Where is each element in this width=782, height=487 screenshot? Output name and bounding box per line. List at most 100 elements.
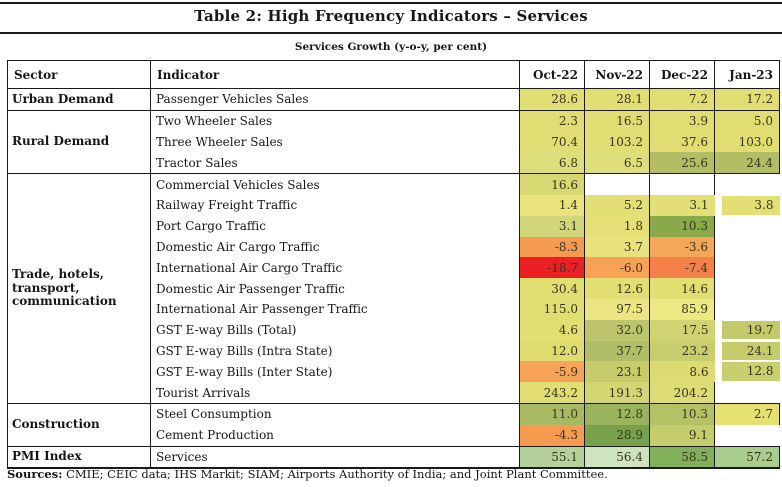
table-row: Urban Demand Passenger Vehicles Sales 28.6… bbox=[7, 88, 780, 111]
value-cell: 10.3 bbox=[649, 215, 715, 237]
indicator-cell: Services bbox=[150, 445, 520, 470]
value-cell bbox=[715, 216, 780, 237]
indicator-cell: Two Wheeler Sales bbox=[150, 109, 520, 132]
value-cell bbox=[715, 237, 780, 258]
value-cell: 1.8 bbox=[584, 215, 650, 237]
value-cell: 4.6 bbox=[519, 319, 585, 341]
value-cell: 10.3 bbox=[649, 402, 715, 425]
value-cell: 23.1 bbox=[584, 361, 650, 383]
heat-block: 12.8 bbox=[721, 362, 780, 382]
value-cell: 9.1 bbox=[649, 424, 715, 447]
heat-block: 3.8 bbox=[721, 196, 780, 215]
top-rule bbox=[0, 2, 782, 4]
value-cell: 2.7 bbox=[714, 402, 780, 425]
value-cell bbox=[715, 278, 780, 299]
value-cell: -7.4 bbox=[649, 257, 715, 279]
column-header-oct22: Oct-22 bbox=[519, 60, 585, 89]
indicator-cell: Three Wheeler Sales bbox=[150, 131, 520, 153]
heat-block: 24.1 bbox=[721, 341, 780, 361]
value-cell: 25.6 bbox=[649, 152, 715, 174]
value-cell bbox=[715, 257, 780, 278]
table-row: GST E-way Bills (Intra State) 12.0 37.7 23.… bbox=[8, 340, 780, 362]
table-row: Tourist Arrivals 243.2 191.3 204.2 bbox=[8, 382, 780, 404]
indicator-cell: International Air Cargo Traffic bbox=[150, 257, 520, 279]
table-body: Urban Demand Passenger Vehicles Sales 28.6… bbox=[7, 88, 780, 470]
value-cell bbox=[715, 299, 780, 320]
value-cell: 1.4 bbox=[519, 194, 585, 216]
table-row: International Air Cargo Traffic -18.7 -6.0… bbox=[8, 257, 780, 279]
value-cell: 32.0 bbox=[584, 319, 650, 341]
value-cell: 23.2 bbox=[649, 340, 715, 362]
value-cell: -3.6 bbox=[649, 236, 715, 258]
table-header-row: Sector Indicator Oct-22 Nov-22 Dec-22 Ja… bbox=[7, 60, 780, 89]
value-cell: -8.3 bbox=[519, 236, 585, 258]
value-cell bbox=[649, 173, 715, 195]
value-cell: 115.0 bbox=[519, 298, 585, 320]
value-cell: 12.8 bbox=[715, 361, 780, 382]
value-cell: -4.3 bbox=[519, 424, 585, 447]
column-header-jan23: Jan-23 bbox=[714, 60, 780, 89]
value-cell: 204.2 bbox=[649, 382, 715, 404]
value-cell: 3.1 bbox=[649, 194, 715, 216]
sector-cell: PMI Index bbox=[7, 445, 151, 470]
value-cell: 85.9 bbox=[649, 298, 715, 320]
value-cell: 57.2 bbox=[714, 445, 780, 470]
value-cell: -18.7 bbox=[519, 257, 585, 279]
value-cell: 12.6 bbox=[584, 278, 650, 299]
value-cell bbox=[715, 382, 780, 403]
value-cell: 24.1 bbox=[715, 341, 780, 362]
indicator-cell: Passenger Vehicles Sales bbox=[150, 88, 520, 111]
value-cell: 243.2 bbox=[519, 382, 585, 404]
sector-cell: Construction bbox=[7, 402, 151, 447]
value-cell: 30.4 bbox=[519, 278, 585, 299]
value-cell: -6.0 bbox=[584, 257, 650, 279]
sector-cell: Urban Demand bbox=[7, 88, 151, 111]
value-cell: 28.9 bbox=[584, 424, 650, 447]
sources-note: Sources: CMIE; CEIC data; IHS Markit; SI… bbox=[7, 467, 777, 481]
table-row: GST E-way Bills (Total) 4.6 32.0 17.5 19.7 bbox=[8, 319, 780, 341]
value-cell bbox=[715, 425, 780, 446]
value-cell: 7.2 bbox=[649, 88, 715, 111]
value-cell: 17.2 bbox=[714, 88, 780, 111]
indicator-cell: Port Cargo Traffic bbox=[150, 215, 520, 237]
indicator-cell: Tractor Sales bbox=[150, 152, 520, 174]
value-cell: 56.4 bbox=[584, 445, 650, 470]
value-cell: 28.1 bbox=[584, 88, 650, 111]
indicator-cell: International Air Passenger Traffic bbox=[150, 298, 520, 320]
value-cell: 37.6 bbox=[649, 131, 715, 153]
value-cell: 3.1 bbox=[519, 215, 585, 237]
value-cell: 12.8 bbox=[584, 402, 650, 425]
value-cell: 17.5 bbox=[649, 319, 715, 341]
column-header-nov22: Nov-22 bbox=[584, 60, 650, 89]
value-cell: 70.4 bbox=[519, 131, 585, 153]
table-row: Cement Production -4.3 28.9 9.1 bbox=[8, 424, 780, 447]
indicator-cell: Steel Consumption bbox=[150, 402, 520, 425]
table-row: Port Cargo Traffic 3.1 1.8 10.3 bbox=[8, 215, 780, 237]
table-subtitle: Services Growth (y-o-y, per cent) bbox=[294, 41, 488, 53]
value-cell: 14.6 bbox=[649, 278, 715, 299]
value-cell: 12.0 bbox=[519, 340, 585, 362]
table-row: Three Wheeler Sales 70.4 103.2 37.6 103.0 bbox=[8, 131, 780, 153]
table-row: Domestic Air Passenger Traffic 30.4 12.6 14… bbox=[8, 278, 780, 299]
heat-block: 19.7 bbox=[721, 320, 780, 340]
value-cell bbox=[714, 173, 780, 195]
value-cell: 5.0 bbox=[714, 109, 780, 132]
value-cell: 16.5 bbox=[584, 109, 650, 132]
title-divider-rule bbox=[0, 32, 782, 34]
value-cell: -5.9 bbox=[519, 361, 585, 383]
value-cell: 97.5 bbox=[584, 298, 650, 320]
value-cell: 37.7 bbox=[584, 340, 650, 362]
value-cell: 58.5 bbox=[649, 445, 715, 470]
table-row: Trade, hotels, transport, communication C… bbox=[7, 173, 780, 404]
table-row: PMI Index Services 55.1 56.4 58.5 57.2 bbox=[7, 445, 780, 470]
sector-cell: Trade, hotels, transport, communication bbox=[7, 173, 151, 404]
value-cell: 3.9 bbox=[649, 109, 715, 132]
value-cell: 28.6 bbox=[519, 88, 585, 111]
value-cell: 191.3 bbox=[584, 382, 650, 404]
value-cell: 24.4 bbox=[714, 152, 780, 174]
value-cell: 2.3 bbox=[519, 109, 585, 132]
indicator-cell: Railway Freight Traffic bbox=[150, 194, 520, 216]
indicator-cell: Cement Production bbox=[150, 424, 520, 447]
value-cell: 11.0 bbox=[519, 402, 585, 425]
indicators-heatmap-table: Sector Indicator Oct-22 Nov-22 Dec-22 Ja… bbox=[7, 60, 780, 470]
